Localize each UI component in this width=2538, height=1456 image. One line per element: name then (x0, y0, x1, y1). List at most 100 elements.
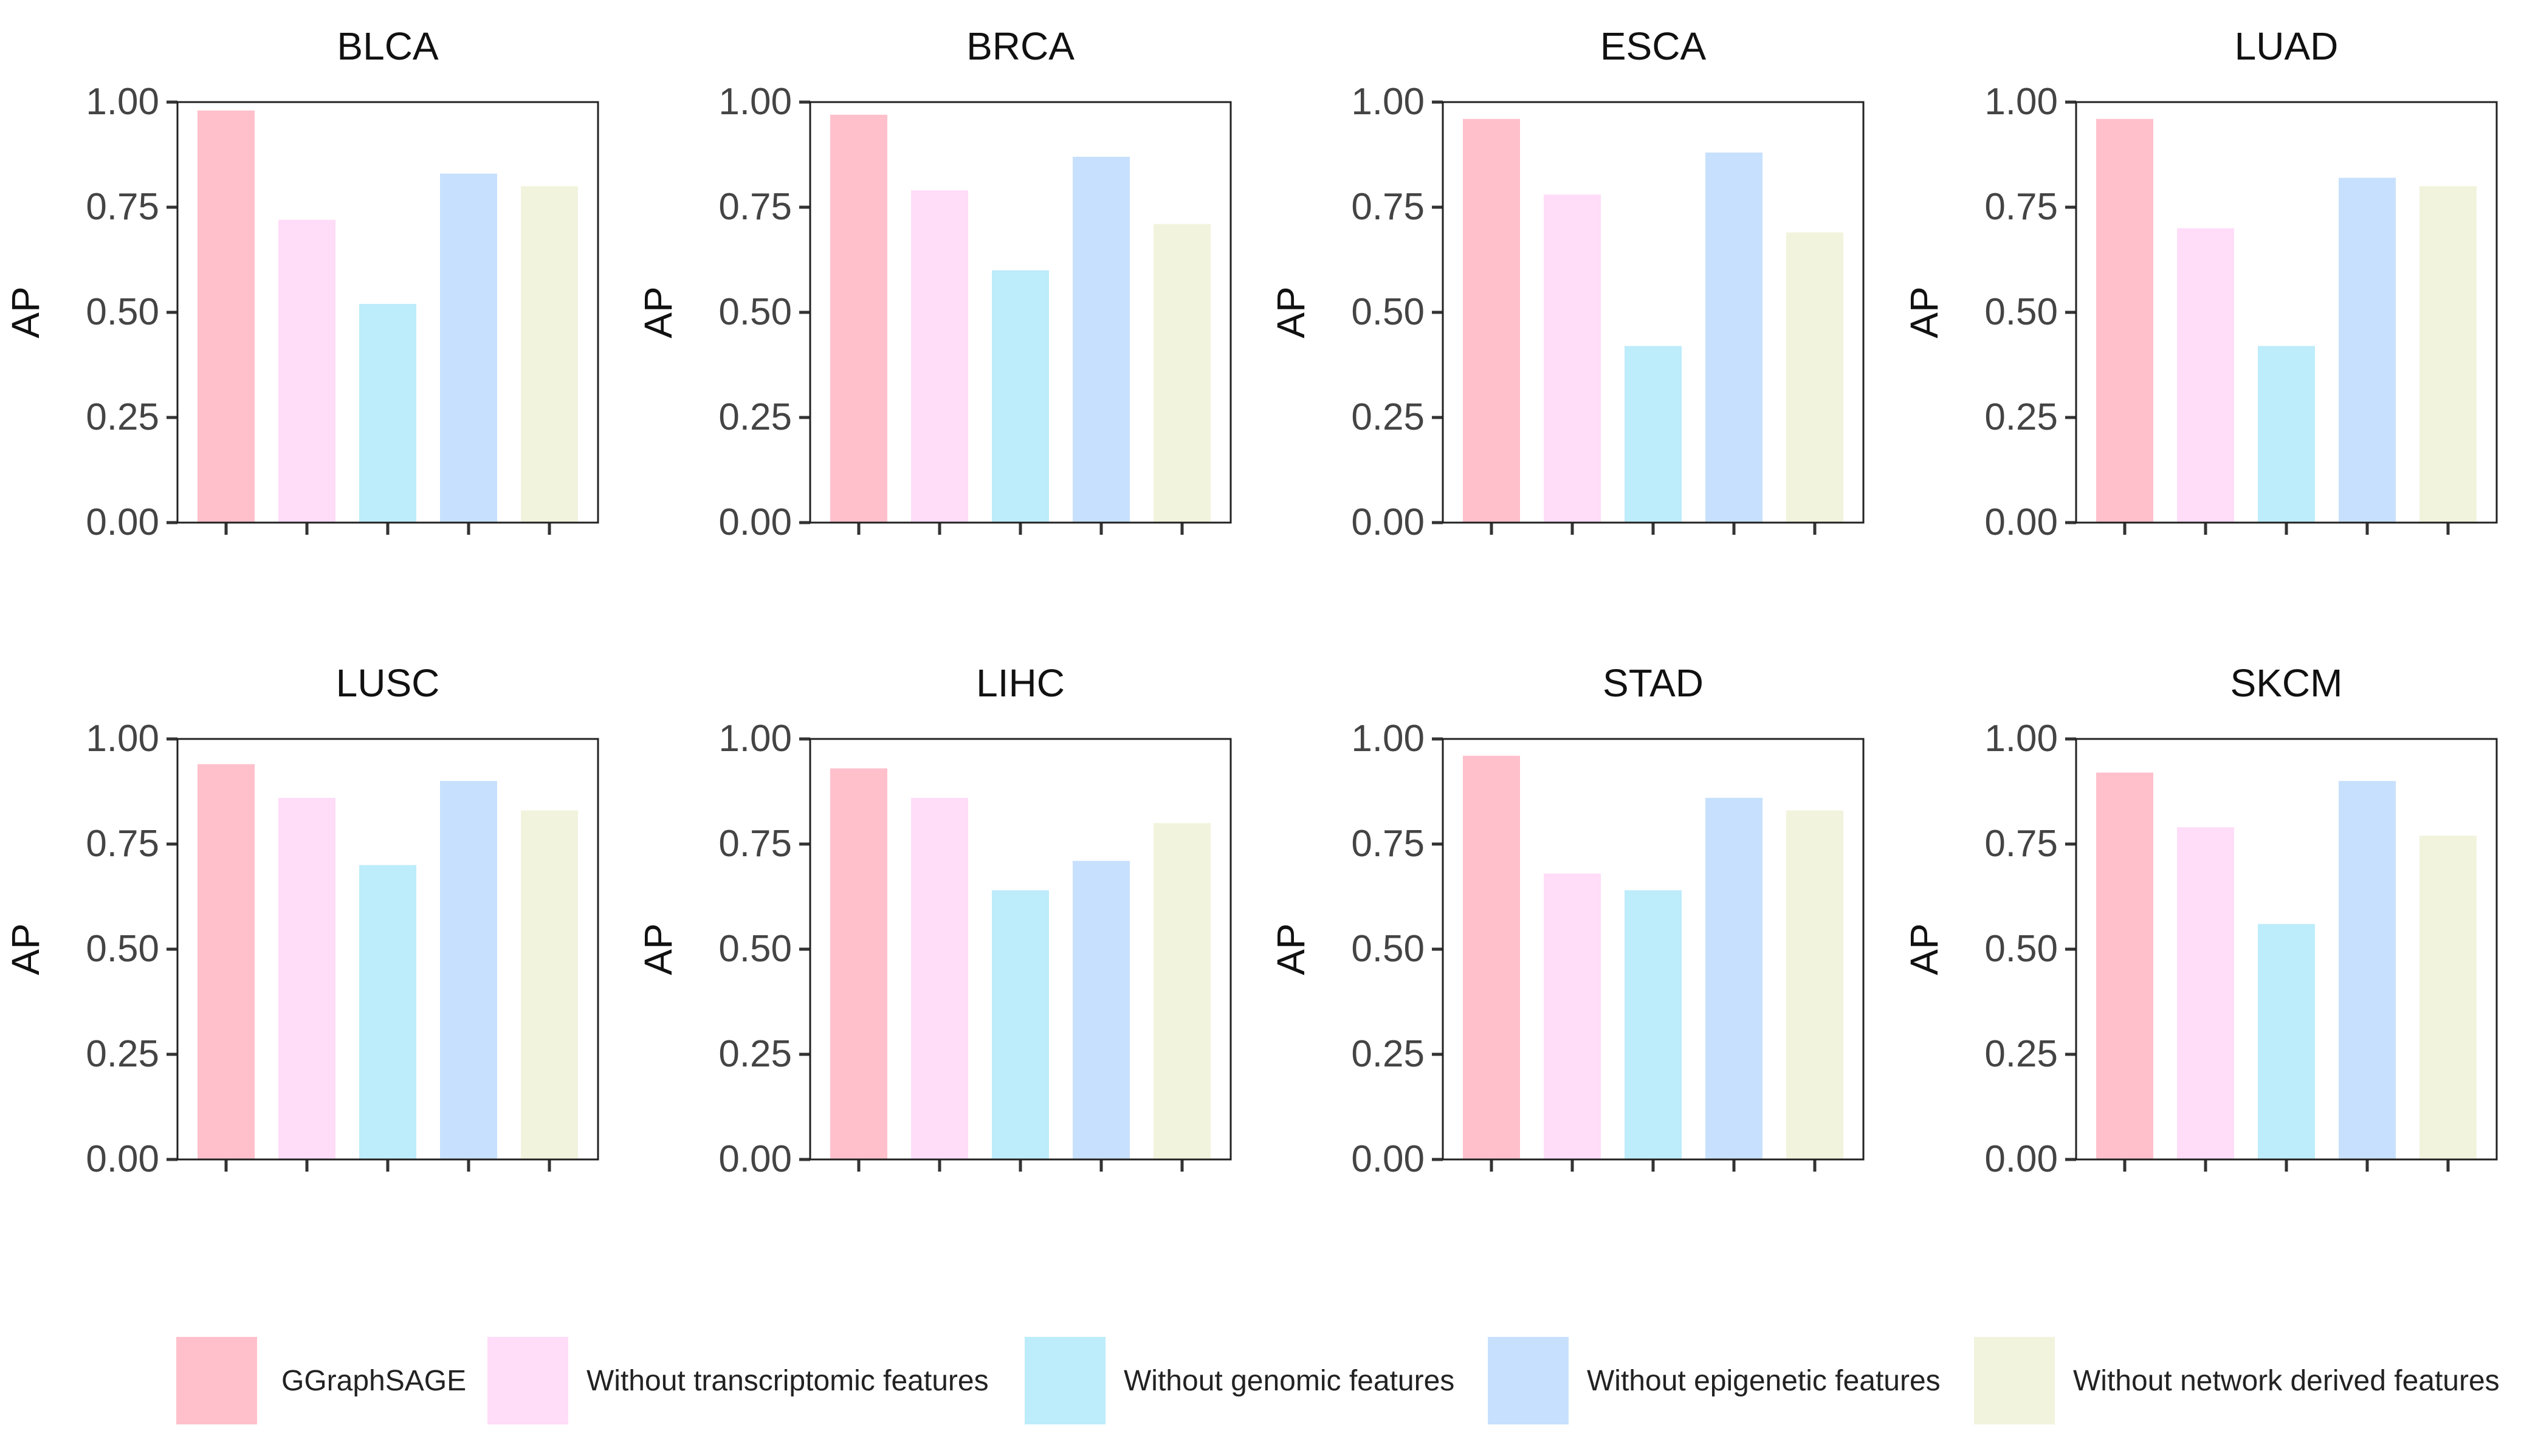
y-axis-label: AP (1269, 923, 1313, 975)
bar-skcm-2 (2177, 827, 2234, 1159)
bar-lihc-5 (1154, 823, 1211, 1159)
legend-swatch (176, 1337, 257, 1424)
y-tick-label: 0.50 (86, 291, 159, 333)
plot-frame (2075, 101, 2498, 524)
legend-label: Without genomic features (1124, 1364, 1455, 1397)
y-tick-label: 1.00 (1984, 81, 2058, 123)
bar-lusc-2 (278, 797, 335, 1159)
panel-lihc: LIHC AP 0.00 0.25 0.50 0.75 1.00 (636, 661, 1232, 1180)
bar-esca-4 (1705, 153, 1762, 523)
legend-label: Without network derived features (2073, 1364, 2500, 1397)
panel-title: STAD (1603, 661, 1704, 705)
panel-stad: STAD AP 0.00 0.25 0.50 0.75 1.00 (1269, 661, 1865, 1180)
y-tick-label: 0.25 (1351, 396, 1425, 438)
legend-item-without-epigenetic: Without epigenetic features (1488, 1337, 1941, 1424)
panel-luad: LUAD AP 0.00 0.25 0.50 0.75 1.00 (1902, 24, 2498, 543)
bar-lusc-4 (440, 781, 497, 1159)
bar-stad-3 (1625, 890, 1682, 1159)
y-tick-label: 0.00 (718, 501, 792, 543)
y-axis-label: AP (636, 286, 680, 338)
bar-stad-4 (1705, 797, 1762, 1159)
y-tick-label: 0.00 (718, 1138, 792, 1180)
y-tick-label: 0.25 (1351, 1033, 1425, 1075)
bar-skcm-4 (2339, 781, 2396, 1159)
panel-title: BRCA (966, 24, 1075, 68)
y-tick-label: 0.50 (86, 928, 159, 970)
bar-lusc-1 (198, 764, 255, 1159)
panel-title: LIHC (976, 661, 1065, 705)
y-tick-label: 0.75 (1351, 823, 1425, 865)
y-tick-label: 1.00 (86, 81, 159, 123)
bar-esca-3 (1625, 346, 1682, 523)
bar-blca-2 (278, 219, 335, 523)
y-tick-label: 1.00 (86, 718, 159, 760)
y-tick-label: 0.25 (1984, 1033, 2058, 1075)
y-tick-label: 0.75 (718, 823, 792, 865)
legend-swatch (487, 1337, 568, 1424)
bar-lihc-3 (992, 890, 1049, 1159)
y-tick-label: 0.50 (718, 928, 792, 970)
bar-brca-2 (911, 190, 968, 523)
bar-lihc-2 (911, 797, 968, 1159)
panel-blca: BLCA AP 0.00 0.25 0.50 0.75 1.00 (4, 24, 599, 543)
bar-skcm-5 (2419, 836, 2477, 1159)
panel-esca: ESCA AP 0.00 0.25 0.50 0.75 1.00 (1269, 24, 1865, 543)
bar-esca-5 (1786, 232, 1843, 523)
panel-title: BLCA (337, 24, 439, 68)
y-tick-label: 0.00 (1984, 1138, 2058, 1180)
legend-swatch (1488, 1337, 1569, 1424)
y-tick-label: 0.25 (718, 396, 792, 438)
legend-item-without-genomic: Without genomic features (1025, 1337, 1454, 1424)
y-tick-label: 0.00 (1984, 501, 2058, 543)
bar-brca-5 (1154, 224, 1211, 523)
bar-brca-3 (992, 270, 1049, 523)
y-tick-label: 0.25 (1984, 396, 2058, 438)
plot-frame (176, 101, 599, 524)
y-tick-label: 0.25 (86, 1033, 159, 1075)
y-tick-label: 0.50 (1351, 291, 1425, 333)
bar-brca-1 (830, 114, 887, 523)
legend-label: Without epigenetic features (1587, 1364, 1941, 1397)
bar-lusc-3 (359, 865, 416, 1159)
plot-frame (1442, 101, 1865, 524)
y-tick-label: 0.50 (1351, 928, 1425, 970)
bar-stad-5 (1786, 810, 1843, 1159)
plot-frame (809, 101, 1232, 524)
bar-luad-2 (2177, 228, 2234, 523)
panel-lusc: LUSC AP 0.00 0.25 0.50 0.75 1.00 (4, 661, 599, 1180)
legend-label: GGraphSAGE (281, 1364, 467, 1397)
bar-stad-1 (1463, 755, 1520, 1159)
y-tick-label: 0.50 (1984, 928, 2058, 970)
y-tick-label: 0.75 (86, 823, 159, 865)
y-tick-label: 0.75 (1984, 823, 2058, 865)
legend-swatch (1025, 1337, 1106, 1424)
legend-item-without-network-derived: Without network derived features (1974, 1337, 2500, 1424)
legend-label: Without transcriptomic features (586, 1364, 989, 1397)
panel-brca: BRCA AP 0.00 0.25 0.50 0.75 1.00 (636, 24, 1232, 543)
bar-luad-4 (2339, 177, 2396, 523)
bar-brca-4 (1073, 156, 1130, 523)
y-tick-label: 1.00 (1984, 718, 2058, 760)
bar-esca-1 (1463, 118, 1520, 523)
y-tick-label: 1.00 (1351, 81, 1425, 123)
plot-frame (1442, 738, 1865, 1161)
panel-title: ESCA (1600, 24, 1707, 68)
bar-stad-2 (1544, 873, 1601, 1159)
bar-blca-3 (359, 304, 416, 523)
panel-title: SKCM (2230, 661, 2343, 705)
plot-frame (809, 738, 1232, 1161)
y-tick-label: 0.75 (86, 186, 159, 228)
y-tick-label: 1.00 (718, 718, 792, 760)
bar-luad-1 (2096, 118, 2153, 523)
y-axis-label: AP (1902, 923, 1946, 975)
y-tick-label: 0.00 (86, 501, 159, 543)
y-tick-label: 0.00 (1351, 1138, 1425, 1180)
y-axis-label: AP (4, 286, 47, 338)
bar-luad-3 (2258, 346, 2315, 523)
legend-swatch (1974, 1337, 2055, 1424)
y-tick-label: 0.00 (86, 1138, 159, 1180)
y-axis-label: AP (4, 923, 47, 975)
y-tick-label: 0.75 (1351, 186, 1425, 228)
bar-lusc-5 (521, 810, 578, 1159)
